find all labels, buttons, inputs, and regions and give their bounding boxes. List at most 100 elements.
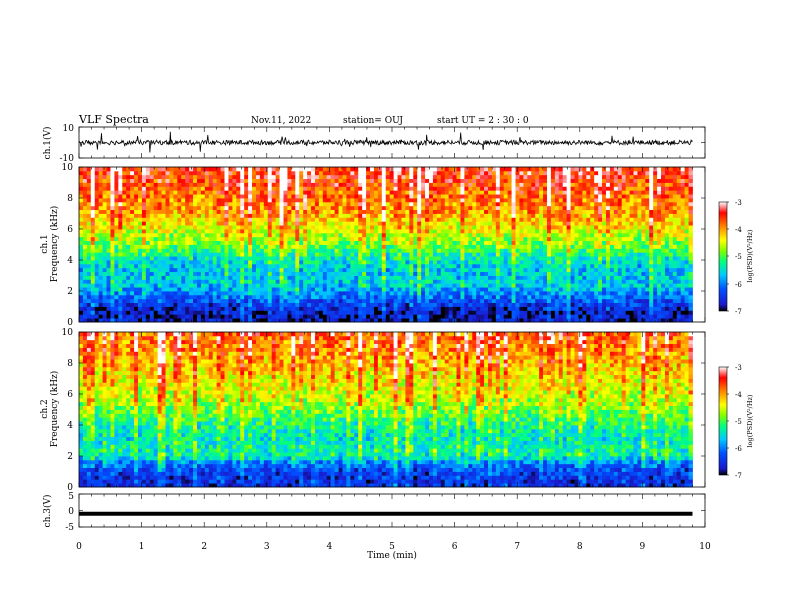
spectrogram-cell <box>318 306 324 311</box>
spectrogram-cell <box>503 232 509 238</box>
spectrogram-cell <box>684 248 689 253</box>
spectrogram-cell <box>338 294 343 300</box>
spectrogram-cell <box>236 209 241 214</box>
spectrogram-cell <box>259 229 265 234</box>
spectrogram-cell <box>255 314 261 319</box>
spectrogram-cell <box>346 213 351 218</box>
spectrogram-cell <box>480 314 485 319</box>
spectrogram-cell <box>558 283 564 288</box>
spectrogram-cell <box>102 275 107 280</box>
spectrogram-cell <box>334 244 339 249</box>
spectrogram-cell <box>637 248 642 253</box>
spectrogram-cell <box>98 221 103 226</box>
spectrogram-cell <box>193 217 198 222</box>
spectrogram-cell <box>609 306 615 311</box>
spectrogram-cell <box>393 225 398 230</box>
spectrogram-cell <box>373 283 379 288</box>
spectrogram-cell <box>244 232 249 238</box>
spectrogram-cell <box>440 213 446 218</box>
spectrogram-cell <box>629 294 634 300</box>
spectrogram-cell <box>267 225 273 230</box>
spectrogram-cell <box>153 252 159 257</box>
spectrogram-cell <box>322 298 328 304</box>
spectrogram-cell <box>263 256 269 261</box>
spectrogram-cell <box>672 221 678 226</box>
spectrogram-cell <box>633 279 638 284</box>
spectrogram-cell <box>448 314 453 319</box>
spectrogram-cell <box>189 221 194 226</box>
spectrogram-cell <box>248 279 253 284</box>
spectrogram-cell <box>680 298 686 304</box>
spectrogram-cell <box>657 283 662 288</box>
spectrogram-cell <box>169 318 174 323</box>
spectrogram-cell <box>487 291 493 296</box>
spectrogram-cell <box>476 294 481 300</box>
spectrogram-cell <box>240 229 245 234</box>
spectrogram-cell <box>554 217 560 222</box>
spectrogram-cell <box>362 275 367 280</box>
spectrogram-cell <box>177 279 182 284</box>
spectrogram-cell <box>311 229 316 234</box>
spectrogram-cell <box>259 298 265 304</box>
spectrogram-cell <box>216 283 221 288</box>
spectrogram-cell <box>216 318 221 323</box>
spectrogram-cell <box>468 205 473 211</box>
spectrogram-cell <box>495 279 501 284</box>
spectrogram-cell <box>271 236 277 242</box>
spectrogram-cell <box>193 267 198 273</box>
spectrogram-cell <box>370 318 375 323</box>
spectrogram-cell <box>629 302 634 307</box>
spectrogram-cell <box>137 260 143 265</box>
spectrogram-cell <box>401 229 406 234</box>
spectrogram-cell <box>452 287 457 292</box>
spectrogram-cell <box>472 205 477 211</box>
spectrogram-cell <box>633 283 638 288</box>
spectrogram-cell <box>664 217 670 222</box>
spectrogram-cell <box>334 314 339 319</box>
spectrogram-cell <box>145 294 151 300</box>
spectrogram-cell <box>342 314 347 319</box>
spectrogram-cell <box>79 256 84 261</box>
spectrogram-cell <box>303 213 308 218</box>
spectrogram-cell <box>157 260 162 265</box>
spectrogram-cell <box>149 271 155 276</box>
spectrogram-cell <box>641 248 646 253</box>
spectrogram-cell <box>480 318 485 323</box>
spectrogram-cell <box>134 310 139 315</box>
spectrogram-cell <box>393 279 398 284</box>
spectrogram-cell <box>550 310 556 315</box>
spectrogram-cell <box>519 260 524 265</box>
spectrogram-cell <box>456 217 461 222</box>
spectrogram-cell <box>539 229 544 234</box>
spectrogram-cell <box>405 310 410 315</box>
spectrogram-cell <box>550 294 556 300</box>
spectrogram-cell <box>338 267 343 273</box>
spectrogram-cell <box>200 260 206 265</box>
spectrogram-cell <box>594 263 599 269</box>
spectrogram-cell <box>425 291 430 296</box>
spectrogram-cell <box>605 256 611 261</box>
spectrogram-cell <box>311 209 316 214</box>
spectrogram-cell <box>145 221 151 226</box>
spectrogram-cell <box>102 291 107 296</box>
spectrogram-cell <box>303 201 308 207</box>
spectrogram-cell <box>377 217 383 222</box>
spectrogram-cell <box>468 275 473 280</box>
spectrogram-cell <box>122 260 127 265</box>
spectrogram-cell <box>495 213 501 218</box>
spectrogram-cell <box>519 225 524 230</box>
spectrogram-cell <box>688 291 693 296</box>
spectrogram-cell <box>562 201 568 207</box>
spectrogram-cell <box>291 271 296 276</box>
spectrogram-cell <box>110 217 115 222</box>
spectrogram-cell <box>196 198 202 203</box>
spectrogram-cell <box>664 232 670 238</box>
spectrogram-cell <box>543 217 548 222</box>
spectrogram-cell <box>366 252 371 257</box>
spectrogram-cell <box>169 256 174 261</box>
spectrogram-cell <box>503 209 509 214</box>
spectrogram-cell <box>491 283 497 288</box>
spectrogram-cell <box>605 271 611 276</box>
spectrogram-cell <box>507 225 512 230</box>
spectrogram-cell <box>468 229 473 234</box>
